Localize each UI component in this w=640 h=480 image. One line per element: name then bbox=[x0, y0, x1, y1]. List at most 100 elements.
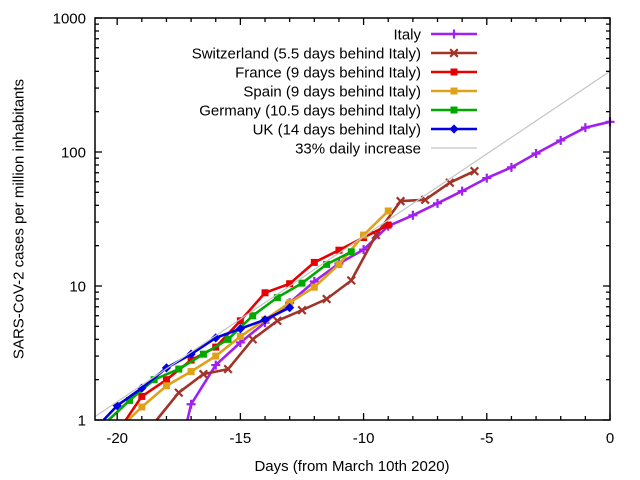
x-tick-label: -10 bbox=[353, 430, 375, 447]
series-spain-9-days-behind-italy bbox=[127, 207, 392, 421]
x-marker bbox=[272, 316, 282, 326]
square-marker bbox=[310, 258, 318, 266]
legend: Italy Switzerland (5.5 days behind Italy)… bbox=[192, 27, 477, 158]
diamond-marker bbox=[260, 315, 270, 325]
square-marker bbox=[450, 68, 458, 76]
square-marker bbox=[187, 368, 195, 376]
plus-marker bbox=[531, 149, 541, 159]
diamond-marker bbox=[137, 383, 147, 393]
square-marker bbox=[125, 396, 133, 404]
legend-entry-france-9-days-behind-italy: France (9 days behind Italy) bbox=[235, 65, 477, 82]
square-marker bbox=[450, 87, 458, 95]
x-marker bbox=[174, 388, 184, 398]
square-marker bbox=[360, 231, 368, 239]
legend-label: 33% daily increase bbox=[295, 141, 421, 158]
series-uk-14-days-behind-italy bbox=[102, 302, 295, 421]
legend-label: Spain (9 days behind Italy) bbox=[243, 84, 421, 101]
plus-marker bbox=[211, 360, 221, 370]
legend-entry-33-daily-increase: 33% daily increase bbox=[295, 141, 477, 158]
y-tick-label: 1 bbox=[78, 413, 86, 430]
square-marker bbox=[249, 312, 257, 320]
tick-labels: -20 -15 -10 -5 0 1 10 100 1000 bbox=[53, 11, 615, 448]
square-marker bbox=[162, 382, 170, 390]
x-tick-label: 0 bbox=[606, 430, 614, 447]
y-tick-label: 10 bbox=[69, 279, 86, 296]
diamond-marker bbox=[449, 124, 459, 134]
square-marker bbox=[175, 365, 183, 373]
square-marker bbox=[384, 221, 392, 229]
y-tick-label: 1000 bbox=[53, 11, 86, 28]
plot-border bbox=[94, 17, 611, 421]
square-marker bbox=[273, 294, 281, 302]
diamond-marker bbox=[186, 349, 196, 359]
square-marker bbox=[298, 279, 306, 287]
square-marker bbox=[335, 246, 343, 254]
series-line-spain-9-days-behind-italy bbox=[127, 210, 390, 421]
legend-entry-germany-10-5-days-behind-italy: Germany (10.5 days behind Italy) bbox=[199, 103, 477, 120]
x-marker bbox=[322, 294, 332, 304]
plus-marker bbox=[408, 210, 418, 220]
legend-label: France (9 days behind Italy) bbox=[235, 65, 421, 82]
x-marker bbox=[248, 334, 258, 344]
square-marker bbox=[286, 280, 294, 288]
plus-marker bbox=[506, 162, 516, 172]
x-tick-label: -5 bbox=[480, 430, 493, 447]
series-line-italy bbox=[186, 120, 611, 421]
diamond-marker bbox=[211, 333, 221, 343]
square-marker bbox=[187, 356, 195, 364]
x-marker bbox=[223, 364, 233, 374]
diamond-marker bbox=[112, 401, 122, 411]
square-marker bbox=[138, 403, 146, 411]
plus-marker bbox=[556, 135, 566, 145]
legend-entry-uk-14-days-behind-italy: UK (14 days behind Italy) bbox=[253, 122, 477, 139]
square-marker bbox=[323, 260, 331, 268]
square-marker bbox=[261, 289, 269, 297]
square-marker bbox=[450, 106, 458, 114]
x-marker bbox=[297, 305, 307, 315]
plus-marker bbox=[482, 173, 492, 183]
series-italy bbox=[186, 117, 615, 421]
y-tick-label: 100 bbox=[61, 145, 86, 162]
plus-marker bbox=[580, 123, 590, 133]
x-marker bbox=[395, 196, 406, 206]
x-marker bbox=[449, 48, 459, 58]
series-line-france-9-days-behind-italy bbox=[124, 223, 389, 421]
plus-marker bbox=[449, 29, 459, 39]
series-line-33-daily-increase bbox=[94, 70, 611, 418]
legend-label: Germany (10.5 days behind Italy) bbox=[199, 103, 421, 120]
square-marker bbox=[236, 332, 244, 340]
legend-entry-spain-9-days-behind-italy: Spain (9 days behind Italy) bbox=[243, 84, 477, 101]
plot-series bbox=[94, 70, 615, 421]
square-marker bbox=[224, 335, 232, 343]
x-marker bbox=[346, 275, 356, 286]
legend-label: UK (14 days behind Italy) bbox=[253, 122, 421, 139]
square-marker bbox=[286, 299, 294, 307]
plus-marker bbox=[186, 399, 196, 409]
square-marker bbox=[162, 376, 170, 384]
x-marker bbox=[198, 369, 208, 379]
diamond-marker bbox=[285, 302, 295, 313]
axes bbox=[94, 17, 611, 421]
square-marker bbox=[347, 248, 355, 256]
legend-entry-switzerland-5-5-days-behind-italy: Switzerland (5.5 days behind Italy) bbox=[192, 46, 477, 63]
series-line-switzerland-5-5-days-behind-italy bbox=[155, 169, 476, 421]
series-markers-italy bbox=[186, 117, 615, 409]
square-marker bbox=[212, 352, 220, 360]
square-marker bbox=[335, 260, 343, 268]
x-marker bbox=[469, 166, 480, 176]
square-marker bbox=[138, 392, 146, 400]
plus-marker bbox=[457, 186, 467, 196]
x-tick-label: -20 bbox=[106, 430, 128, 447]
plus-marker bbox=[433, 198, 443, 208]
legend-label: Switzerland (5.5 days behind Italy) bbox=[192, 46, 421, 63]
diamond-marker bbox=[235, 324, 245, 334]
square-marker bbox=[199, 350, 207, 358]
series-33-daily-increase bbox=[94, 70, 611, 418]
x-axis-title: Days (from March 10th 2020) bbox=[254, 458, 450, 475]
legend-entry-italy: Italy bbox=[393, 27, 477, 44]
square-marker bbox=[236, 317, 244, 325]
x-tick-label: -15 bbox=[230, 430, 252, 447]
square-marker bbox=[384, 207, 392, 215]
